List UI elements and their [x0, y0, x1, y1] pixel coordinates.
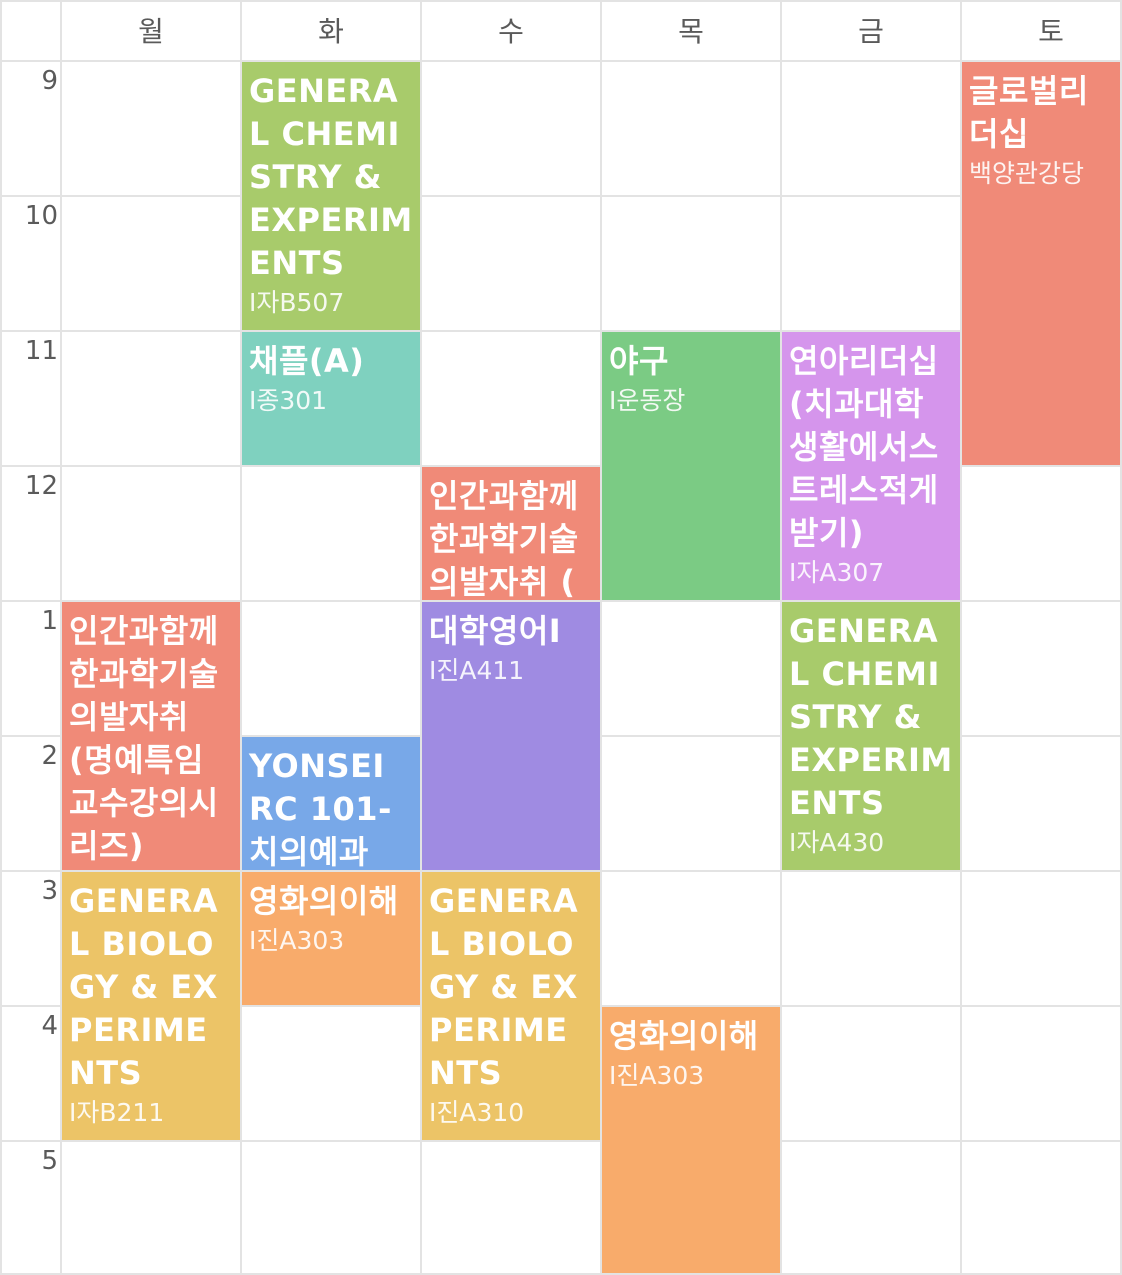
course-room: I운동장	[609, 386, 686, 415]
course-title: GENERAL CHEMISTRY & EXPERIMENTS	[789, 612, 953, 822]
grid-line	[960, 0, 962, 1275]
grid-line	[0, 195, 1122, 197]
day-header-mon: 월	[138, 15, 164, 48]
course-room: I종301	[249, 386, 328, 415]
grid-line	[0, 465, 1122, 467]
course-room: I진A303	[609, 1061, 705, 1090]
course-title: 영화의이해	[609, 1017, 759, 1055]
hour-label: 12	[24, 471, 58, 501]
grid-line	[1120, 0, 1122, 1275]
course-title: 연아리더십(치과대학생활에서스트레스적게받기)	[789, 342, 939, 552]
hour-label: 2	[41, 741, 58, 771]
course-title: 야구	[609, 342, 669, 380]
course-room: I자A430	[789, 828, 885, 857]
course-block[interactable]: 글로벌리더십 백양관강당	[962, 62, 1120, 465]
course-title: 인간과함께한과학기술의발자취 (	[429, 477, 579, 600]
course-room: I자B211	[69, 1098, 165, 1127]
grid-line	[0, 60, 1122, 62]
grid-line	[240, 0, 242, 1275]
hour-label: 4	[41, 1011, 58, 1041]
course-block[interactable]: 영화의이해 I진A303	[242, 872, 420, 1005]
course-block[interactable]: 인간과함께한과학기술의발자취 (명예특임교수강의시리즈)	[62, 602, 240, 870]
grid-line	[600, 0, 602, 1275]
grid-line	[0, 0, 1122, 2]
course-block[interactable]: 채플(A) I종301	[242, 332, 420, 465]
course-room: I진A303	[249, 926, 345, 955]
grid-line	[0, 0, 2, 1275]
day-header-tue: 화	[318, 15, 344, 48]
course-block[interactable]: 대학영어I I진A411	[422, 602, 600, 870]
course-room: I진A411	[429, 656, 525, 685]
course-block[interactable]: GENERAL BIOLOGY & EXPERIMENTS I진A310	[422, 872, 600, 1140]
grid-line	[60, 0, 62, 1275]
day-header-fri: 금	[858, 15, 884, 48]
course-block[interactable]: 야구 I운동장	[602, 332, 780, 600]
course-room: I자B507	[249, 288, 345, 317]
day-header-wed: 수	[498, 15, 524, 48]
course-block[interactable]: 인간과함께한과학기술의발자취 (	[422, 467, 600, 600]
course-title: 대학영어I	[429, 612, 562, 650]
course-block[interactable]: GENERAL CHEMISTRY & EXPERIMENTS I자A430	[782, 602, 960, 870]
course-block[interactable]: 영화의이해 I진A303	[602, 1007, 780, 1273]
course-room: I자A307	[789, 558, 885, 587]
course-title: GENERAL BIOLOGY & EXPERIMENTS	[429, 882, 579, 1092]
course-block[interactable]: GENERAL BIOLOGY & EXPERIMENTS I자B211	[62, 872, 240, 1140]
course-title: 인간과함께한과학기술의발자취 (명예특임교수강의시리즈)	[69, 612, 219, 865]
grid-line	[780, 0, 782, 1275]
hour-label: 1	[41, 606, 58, 636]
grid-line	[0, 1140, 1122, 1142]
grid-line	[0, 1273, 1122, 1275]
hour-label: 9	[41, 66, 58, 96]
grid-line	[420, 0, 422, 1275]
course-room: 백양관강당	[969, 159, 1085, 188]
course-title: YONSEI RC 101-치의예과	[249, 747, 392, 870]
course-block[interactable]: GENERAL CHEMISTRY & EXPERIMENTS I자B507	[242, 62, 420, 330]
hour-label: 5	[41, 1146, 58, 1176]
course-title: GENERAL BIOLOGY & EXPERIMENTS	[69, 882, 219, 1092]
hour-label: 3	[41, 876, 58, 906]
course-title: GENERAL CHEMISTRY & EXPERIMENTS	[249, 72, 413, 282]
grid-line	[0, 600, 1122, 602]
course-block[interactable]: 연아리더십(치과대학생활에서스트레스적게받기) I자A307	[782, 332, 960, 600]
course-title: 영화의이해	[249, 882, 399, 920]
hour-label: 10	[24, 201, 58, 231]
course-title: 채플(A)	[249, 342, 365, 380]
hour-label: 11	[24, 336, 58, 366]
day-header-thu: 목	[678, 15, 704, 48]
course-room: I진A310	[429, 1098, 525, 1127]
grid-line	[0, 870, 1122, 872]
course-block[interactable]: YONSEI RC 101-치의예과	[242, 737, 420, 870]
day-header-sat: 토	[1038, 15, 1064, 48]
grid-line	[0, 330, 1122, 332]
course-title: 글로벌리더십	[969, 72, 1089, 153]
